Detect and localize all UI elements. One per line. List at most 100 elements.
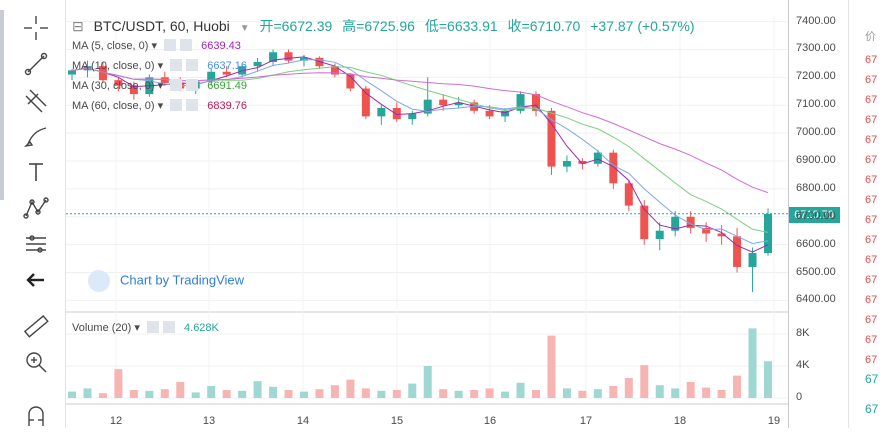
cloud-icon xyxy=(88,270,110,292)
chart-area[interactable]: 12 13 14 15 16 17 18 19 xyxy=(66,0,788,428)
price-level[interactable]: 67 xyxy=(865,354,878,366)
volume-bar xyxy=(609,386,618,398)
volume-bar xyxy=(423,366,432,398)
candle-body xyxy=(114,80,123,86)
price-level[interactable]: 67 xyxy=(865,194,878,206)
volume-bar xyxy=(686,382,695,398)
zoom-icon[interactable] xyxy=(20,346,52,378)
price-level[interactable]: 67 xyxy=(865,94,878,106)
trend-line-icon[interactable] xyxy=(20,48,52,80)
candle-body xyxy=(593,152,602,164)
price-level[interactable]: 67 xyxy=(865,254,878,266)
volume-bar xyxy=(129,390,138,398)
volume-legend[interactable]: Volume (20) ▾ 4.628K xyxy=(72,321,219,334)
ma10-legend[interactable]: MA (10, close, 0) ▾ 6637.16 xyxy=(72,59,248,72)
close-icon[interactable] xyxy=(162,321,175,333)
price-axis[interactable] xyxy=(788,0,789,428)
volume-bar xyxy=(717,390,726,398)
candle-body xyxy=(222,71,231,75)
candle-body xyxy=(686,216,695,228)
symbol-header: ⊟ BTC/USDT, 60, Huobi ▼ 开=6672.39 高=6725… xyxy=(72,16,701,36)
tradingview-watermark[interactable]: Chart by TradingView xyxy=(88,270,244,292)
close-icon[interactable] xyxy=(186,79,199,91)
volume-tick-label: 4K xyxy=(796,359,810,371)
candle-body xyxy=(532,94,540,111)
ruler-icon[interactable] xyxy=(20,310,52,342)
price-level[interactable]: 67 xyxy=(865,372,879,386)
volume-bar xyxy=(191,392,200,398)
ma10-value: 6637.16 xyxy=(207,60,248,72)
settings-icon[interactable] xyxy=(170,79,183,91)
volume-bar xyxy=(284,390,293,398)
collapse-icon[interactable]: ⊟ xyxy=(72,18,84,34)
volume-bar xyxy=(222,390,231,398)
price-level[interactable]: 67 xyxy=(865,174,878,186)
fib-icon[interactable] xyxy=(20,84,52,116)
magnet-icon[interactable] xyxy=(20,398,52,430)
ma30-legend[interactable]: MA (30, close, 0) ▾ 6691.49 xyxy=(72,79,248,92)
price-level[interactable]: 67 xyxy=(865,402,879,416)
price-level[interactable]: 67 xyxy=(865,234,878,246)
price-level[interactable]: 67 xyxy=(865,134,878,146)
ma5-legend[interactable]: MA (5, close, 0) ▾ 6639.43 xyxy=(72,39,241,52)
candle-body xyxy=(609,152,618,184)
order-book-panel: 价 67 67 67 67 67 67 67 67 67 67 67 67 67 67 67 67 67 67 xyxy=(848,0,880,428)
ma30-value: 6691.49 xyxy=(207,80,248,92)
settings-icon[interactable] xyxy=(170,59,183,71)
chart-canvas[interactable]: 12 13 14 15 16 17 18 19 xyxy=(66,0,788,428)
back-icon[interactable] xyxy=(20,264,52,296)
candle-body xyxy=(671,216,680,231)
dropdown-icon[interactable]: ▼ xyxy=(239,23,250,34)
price-level[interactable]: 67 xyxy=(865,294,878,306)
price-level[interactable]: 67 xyxy=(865,274,878,286)
price-tick-label: 6900.00 xyxy=(796,154,836,166)
price-tick-label: 6800.00 xyxy=(796,181,836,194)
candle-body xyxy=(640,205,649,240)
volume-bar xyxy=(253,381,262,398)
settings-icon[interactable] xyxy=(164,39,177,51)
high-value: 高=6725.96 xyxy=(342,18,415,34)
crosshair-icon[interactable] xyxy=(20,12,52,44)
brush-icon[interactable] xyxy=(20,120,52,152)
candle-body xyxy=(423,99,432,114)
price-level[interactable]: 67 xyxy=(865,154,878,166)
toolbar-scrollbar[interactable] xyxy=(0,10,4,200)
close-icon[interactable] xyxy=(186,59,199,71)
volume-bar xyxy=(593,389,602,398)
price-level[interactable]: 67 xyxy=(865,54,878,66)
volume-bar xyxy=(702,387,711,398)
low-value: 低=6633.91 xyxy=(424,18,498,34)
volume-bar xyxy=(160,389,169,398)
drawing-toolbar xyxy=(0,0,66,428)
time-tick-label: 18 xyxy=(674,415,686,427)
volume-bar xyxy=(516,382,525,398)
candle-body xyxy=(377,108,386,117)
candle-body xyxy=(330,66,339,75)
volume-bar xyxy=(547,335,556,398)
symbol-title[interactable]: BTC/USDT, 60, Huobi xyxy=(93,18,230,34)
candle-body xyxy=(733,236,742,267)
close-icon[interactable] xyxy=(180,39,193,51)
price-tick-label: 7000.00 xyxy=(796,126,836,139)
candle-body xyxy=(439,99,448,106)
ma60-legend[interactable]: MA (60, close, 0) ▾ 6839.76 xyxy=(72,99,248,112)
settings-icon[interactable] xyxy=(170,99,183,111)
price-level[interactable]: 67 xyxy=(865,334,878,346)
candle-body xyxy=(717,233,726,237)
measure-icon[interactable] xyxy=(20,228,52,260)
price-tick-label: 6600.00 xyxy=(796,237,836,250)
last-price-tag: 6710.70 xyxy=(788,207,840,223)
pattern-icon[interactable] xyxy=(20,192,52,224)
volume-tick-label: 0 xyxy=(796,391,803,403)
close-icon[interactable] xyxy=(186,99,199,111)
price-level[interactable]: 67 xyxy=(865,114,878,126)
price-level[interactable]: 67 xyxy=(865,314,878,326)
text-icon[interactable] xyxy=(20,156,52,188)
price-tick-label: 6400.00 xyxy=(796,293,836,306)
candle-body xyxy=(129,85,138,95)
price-level[interactable]: 67 xyxy=(865,74,878,86)
open-value: 开=6672.39 xyxy=(259,18,333,34)
settings-icon[interactable] xyxy=(146,321,159,333)
candle-body xyxy=(361,88,370,117)
price-level[interactable]: 67 xyxy=(865,214,878,226)
